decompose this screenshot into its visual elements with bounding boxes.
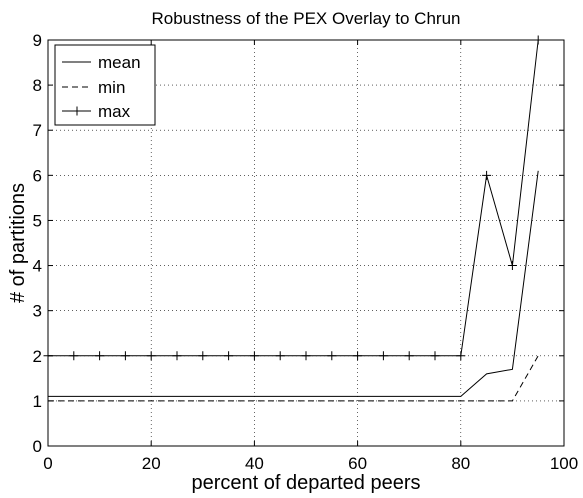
series-group [43, 35, 543, 402]
data-point-max [224, 351, 234, 361]
series-line-mean [48, 170, 539, 397]
data-point-max [456, 351, 466, 361]
data-point-max [301, 351, 311, 361]
legend-label-max: max [98, 102, 131, 121]
y-tick-label: 9 [33, 31, 42, 50]
data-point-max [404, 351, 414, 361]
data-point-max [482, 170, 492, 180]
data-point-max [198, 351, 208, 361]
data-point-max [95, 351, 105, 361]
x-tick-label: 0 [43, 454, 52, 473]
data-point-max [120, 351, 130, 361]
ticks: 0 20 40 60 80 100 0 1 2 3 4 5 6 7 8 9 [33, 31, 579, 473]
y-tick-label: 6 [33, 166, 42, 185]
data-point-max [353, 351, 363, 361]
y-tick-label: 3 [33, 302, 42, 321]
y-tick-label: 4 [33, 257, 42, 276]
legend: mean min max [54, 44, 156, 126]
y-axis-label: # of partitions [7, 183, 29, 303]
legend-label-min: min [98, 78, 125, 97]
data-point-max [430, 351, 440, 361]
plot-frame [47, 39, 565, 447]
data-point-max [69, 351, 79, 361]
data-point-max [146, 351, 156, 361]
legend-label-mean: mean [98, 53, 141, 72]
y-tick-label: 1 [33, 392, 42, 411]
y-tick-label: 5 [33, 211, 42, 230]
legend-box [54, 44, 156, 126]
x-tick-label: 20 [142, 454, 161, 473]
legend-marker-max [72, 106, 82, 116]
x-tick-label: 100 [550, 454, 578, 473]
data-point-max [378, 351, 388, 361]
series-line-min [48, 355, 539, 402]
data-point-max [275, 351, 285, 361]
x-tick-label: 80 [451, 454, 470, 473]
y-tick-label: 8 [33, 76, 42, 95]
y-tick-label: 2 [33, 347, 42, 366]
data-point-max [507, 261, 517, 271]
y-tick-label: 0 [33, 437, 42, 456]
x-tick-label: 60 [348, 454, 367, 473]
chart-title: Robustness of the PEX Overlay to Chrun [152, 9, 461, 28]
x-axis-label: percent of departed peers [191, 472, 420, 494]
data-point-max [249, 351, 259, 361]
data-point-max [327, 351, 337, 361]
x-tick-label: 40 [245, 454, 264, 473]
y-tick-label: 7 [33, 121, 42, 140]
data-point-max [172, 351, 182, 361]
